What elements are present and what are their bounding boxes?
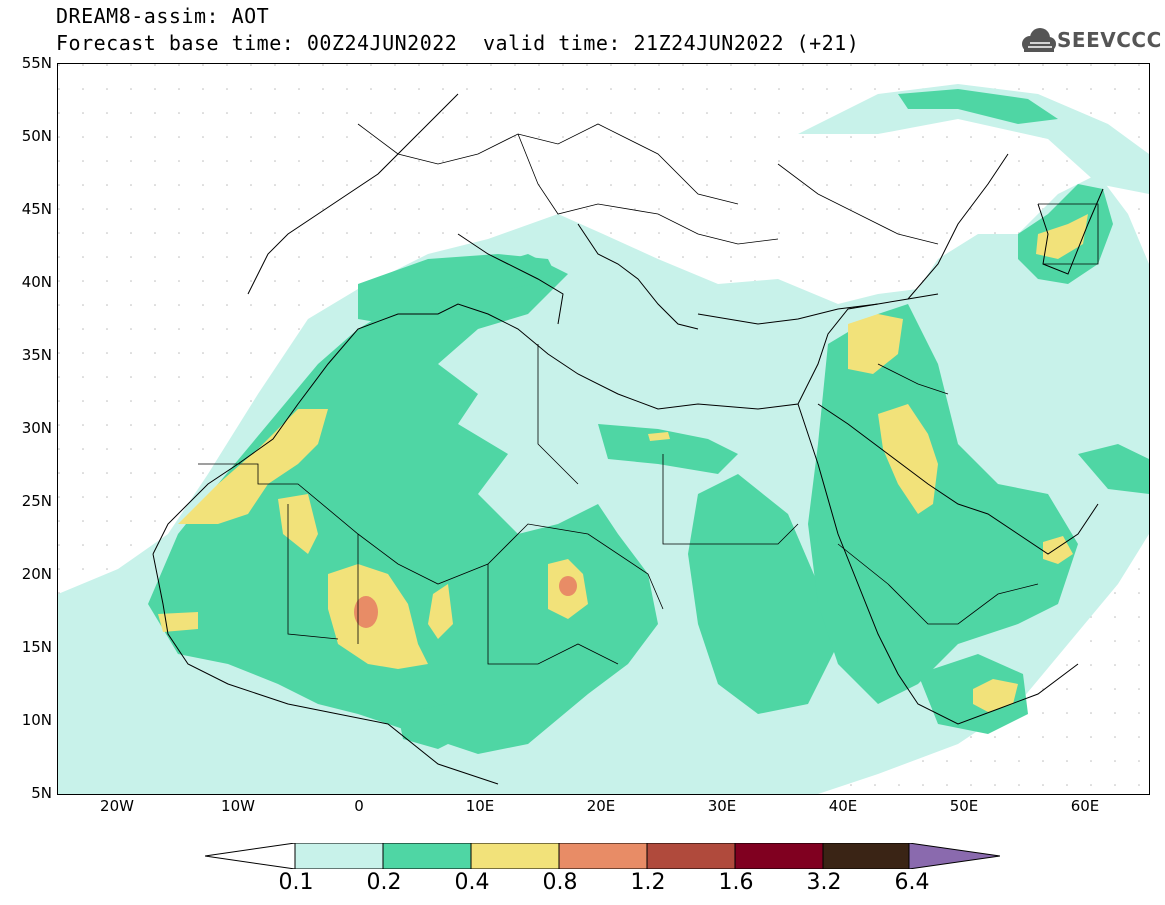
lat-label: 25N bbox=[21, 492, 52, 510]
colorbar-cell bbox=[646, 843, 736, 869]
colorbar-high-arrow bbox=[908, 843, 1000, 869]
lon-label: 20W bbox=[100, 797, 134, 815]
colorbar-label: 3.2 bbox=[806, 870, 842, 895]
colorbar-cell bbox=[558, 843, 648, 869]
colorbar bbox=[205, 843, 1000, 869]
lon-label: 10E bbox=[465, 797, 495, 815]
valid-time: valid time: 21Z24JUN2022 (+21) bbox=[483, 31, 860, 55]
aot-map bbox=[57, 63, 1150, 795]
colorbar-cell bbox=[294, 843, 384, 869]
lat-label: 50N bbox=[21, 127, 52, 145]
aot-level-0-8 bbox=[354, 576, 577, 628]
lon-label: 0 bbox=[354, 797, 364, 815]
lat-label: 55N bbox=[21, 54, 52, 72]
country-borders bbox=[198, 123, 1099, 665]
colorbar-label: 0.8 bbox=[542, 870, 578, 895]
colorbar-label: 1.6 bbox=[718, 870, 754, 895]
map-canvas bbox=[58, 64, 1149, 794]
lat-label: 40N bbox=[21, 273, 52, 291]
colorbar-cell bbox=[822, 843, 912, 869]
lon-label: 40E bbox=[828, 797, 858, 815]
forecast-base-time: Forecast base time: 00Z24JUN2022 bbox=[56, 31, 458, 55]
lat-label: 20N bbox=[21, 565, 52, 583]
lat-label: 30N bbox=[21, 419, 52, 437]
lat-label: 15N bbox=[21, 638, 52, 656]
seevccc-logo-icon bbox=[1022, 28, 1056, 52]
colorbar-label: 6.4 bbox=[894, 870, 930, 895]
map-title: DREAM8-assim: AOT bbox=[56, 4, 270, 28]
lon-label: 60E bbox=[1070, 797, 1100, 815]
lon-label: 50E bbox=[949, 797, 979, 815]
lon-label: 20E bbox=[586, 797, 616, 815]
colorbar-label: 1.2 bbox=[630, 870, 666, 895]
lat-label: 35N bbox=[21, 346, 52, 364]
lat-label: 10N bbox=[21, 711, 52, 729]
aot-level-0-4 bbox=[158, 214, 1088, 712]
coastlines bbox=[152, 93, 1104, 785]
colorbar-cell bbox=[470, 843, 560, 869]
lat-label: 5N bbox=[31, 784, 52, 802]
colorbar-label: 0.1 bbox=[278, 870, 314, 895]
colorbar-label: 0.4 bbox=[454, 870, 490, 895]
colorbar-cell bbox=[382, 843, 472, 869]
lat-label: 45N bbox=[21, 200, 52, 218]
lon-label: 10W bbox=[221, 797, 255, 815]
colorbar-low-arrow bbox=[205, 843, 296, 869]
lon-label: 30E bbox=[707, 797, 737, 815]
colorbar-label: 0.2 bbox=[366, 870, 402, 895]
colorbar-cell bbox=[734, 843, 824, 869]
logo-text: SEEVCCC bbox=[1057, 28, 1162, 52]
